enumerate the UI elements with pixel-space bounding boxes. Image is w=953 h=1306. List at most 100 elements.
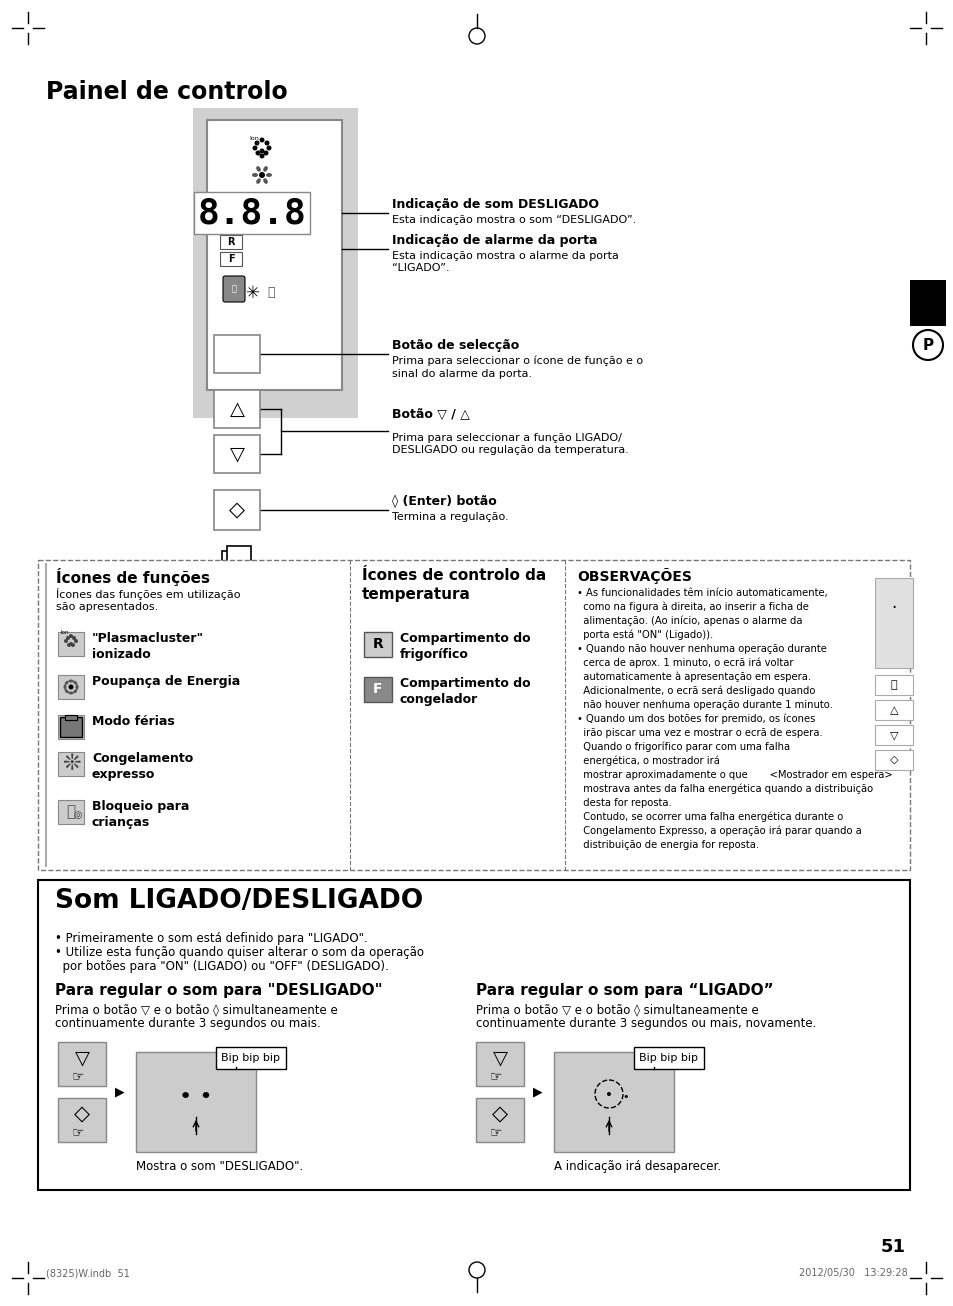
Text: Modo férias: Modo férias — [91, 714, 174, 727]
Text: 2012/05/30   13:29:28: 2012/05/30 13:29:28 — [799, 1268, 907, 1279]
Text: ▶: ▶ — [533, 1085, 542, 1098]
Text: Mostra o som "DESLIGADO".: Mostra o som "DESLIGADO". — [136, 1160, 303, 1173]
Text: ◊ (Enter) botão: ◊ (Enter) botão — [392, 495, 497, 508]
Text: cerca de aprox. 1 minuto, o ecrã irá voltar: cerca de aprox. 1 minuto, o ecrã irá vol… — [577, 658, 793, 669]
Text: 8.8.8: 8.8.8 — [197, 196, 306, 230]
Ellipse shape — [266, 172, 272, 178]
Bar — [193, 108, 357, 418]
Circle shape — [606, 1092, 610, 1096]
Text: Contudo, se ocorrer uma falha energética durante o: Contudo, se ocorrer uma falha energética… — [577, 812, 842, 823]
Bar — [222, 551, 246, 573]
Text: automaticamente à apresentação em espera.: automaticamente à apresentação em espera… — [577, 673, 810, 683]
FancyBboxPatch shape — [223, 276, 245, 302]
Text: Prima o botão ▽ e o botão ◊ simultaneamente e: Prima o botão ▽ e o botão ◊ simultaneame… — [476, 1003, 758, 1016]
Text: 🔒: 🔒 — [267, 286, 274, 299]
Text: não houver nenhuma operação durante 1 minuto.: não houver nenhuma operação durante 1 mi… — [577, 700, 832, 710]
Text: ▽: ▽ — [74, 1049, 90, 1067]
Circle shape — [259, 149, 264, 154]
Text: • Utilize esta função quando quiser alterar o som da operação: • Utilize esta função quando quiser alte… — [55, 946, 423, 959]
Text: "Plasmacluster"
ionizado: "Plasmacluster" ionizado — [91, 632, 204, 661]
Bar — [58, 1042, 106, 1087]
Bar — [874, 700, 912, 720]
Bar — [58, 801, 84, 824]
Circle shape — [259, 154, 264, 158]
Text: distribuição de energia for reposta.: distribuição de energia for reposta. — [577, 840, 759, 850]
Bar — [58, 752, 84, 776]
Text: Poupança de Energia: Poupança de Energia — [91, 675, 240, 688]
Text: Esta indicação mostra o som “DESLIGADO”.: Esta indicação mostra o som “DESLIGADO”. — [392, 215, 636, 225]
Text: Quando o frigorífico parar com uma falha: Quando o frigorífico parar com uma falha — [577, 742, 789, 752]
Bar — [213, 390, 260, 428]
Text: A indicação irá desaparecer.: A indicação irá desaparecer. — [554, 1160, 720, 1173]
Ellipse shape — [69, 679, 73, 683]
Text: P: P — [922, 337, 933, 353]
Bar — [38, 880, 909, 1190]
Ellipse shape — [73, 690, 77, 693]
Text: ☞: ☞ — [489, 1124, 501, 1139]
Text: ☞: ☞ — [71, 1124, 84, 1139]
Circle shape — [264, 141, 269, 145]
Text: (8325)W.indb  51: (8325)W.indb 51 — [46, 1268, 130, 1279]
Text: ▽: ▽ — [492, 1049, 507, 1067]
Bar — [136, 1053, 255, 1152]
Circle shape — [74, 639, 78, 643]
Text: Ícones de funções: Ícones de funções — [56, 568, 210, 586]
Text: ◎: ◎ — [73, 810, 82, 820]
Bar — [220, 252, 242, 266]
Text: Bloqueio para
crianças: Bloqueio para crianças — [91, 801, 190, 829]
Circle shape — [71, 643, 75, 646]
Text: Ion: Ion — [249, 136, 258, 141]
Text: Adicionalmente, o ecrã será desligado quando: Adicionalmente, o ecrã será desligado qu… — [577, 686, 815, 696]
Text: R: R — [227, 236, 234, 247]
Text: Painel de controlo: Painel de controlo — [46, 80, 288, 104]
Circle shape — [255, 150, 260, 155]
Text: Ícones das funções em utilização
são apresentados.: Ícones das funções em utilização são apr… — [56, 588, 240, 613]
Text: ·: · — [890, 599, 896, 616]
Text: ◇: ◇ — [229, 500, 245, 520]
Text: Prima para seleccionar o ícone de função e o
sinal do alarme da porta.: Prima para seleccionar o ícone de função… — [392, 357, 642, 379]
Bar — [874, 579, 912, 667]
Ellipse shape — [252, 172, 257, 178]
Text: ◇: ◇ — [889, 755, 898, 765]
Bar — [213, 490, 260, 530]
Text: Para regular o som para “LIGADO”: Para regular o som para “LIGADO” — [476, 983, 773, 998]
Text: R: R — [373, 637, 383, 650]
Bar — [38, 560, 909, 870]
Bar — [58, 632, 84, 656]
Text: ❊: ❊ — [62, 754, 80, 774]
Text: Termina a regulação.: Termina a regulação. — [392, 512, 508, 522]
Text: Bip bip bip: Bip bip bip — [639, 1053, 698, 1063]
Text: Som LIGADO/DESLIGADO: Som LIGADO/DESLIGADO — [55, 888, 423, 914]
Text: alimentação. (Ao início, apenas o alarme da: alimentação. (Ao início, apenas o alarme… — [577, 616, 801, 627]
Text: Indicação de som DESLIGADO: Indicação de som DESLIGADO — [392, 199, 598, 212]
Bar — [634, 1047, 703, 1070]
Ellipse shape — [256, 166, 260, 171]
Bar — [364, 677, 392, 703]
Bar — [213, 435, 260, 473]
Bar — [60, 717, 82, 737]
Text: 51: 51 — [880, 1238, 905, 1256]
Text: ⬜: ⬜ — [232, 285, 236, 294]
Text: Esta indicação mostra o alarme da porta
“LIGADO”.: Esta indicação mostra o alarme da porta … — [392, 251, 618, 273]
Text: Bip bip bip: Bip bip bip — [221, 1053, 280, 1063]
Text: Indicação de alarme da porta: Indicação de alarme da porta — [392, 234, 597, 247]
Bar — [58, 675, 84, 699]
Circle shape — [266, 145, 272, 150]
Text: • Primeiramente o som está definido para "LIGADO".: • Primeiramente o som está definido para… — [55, 932, 367, 946]
Bar — [874, 725, 912, 744]
Text: ▽: ▽ — [889, 730, 898, 741]
Text: Ion: Ion — [61, 629, 70, 635]
Text: •: • — [622, 1092, 629, 1102]
Ellipse shape — [263, 166, 268, 171]
Circle shape — [259, 137, 264, 142]
Circle shape — [254, 141, 259, 145]
Text: • •: • • — [179, 1087, 213, 1107]
Text: Compartimento do
congelador: Compartimento do congelador — [399, 677, 530, 707]
Text: irão piscar uma vez e mostrar o ecrã de espera.: irão piscar uma vez e mostrar o ecrã de … — [577, 727, 821, 738]
Text: Congelamento Expresso, a operação irá parar quando a: Congelamento Expresso, a operação irá pa… — [577, 825, 861, 837]
Circle shape — [69, 684, 73, 690]
Ellipse shape — [73, 680, 77, 684]
Bar — [220, 235, 242, 249]
Circle shape — [66, 636, 70, 640]
Text: F: F — [228, 253, 234, 264]
